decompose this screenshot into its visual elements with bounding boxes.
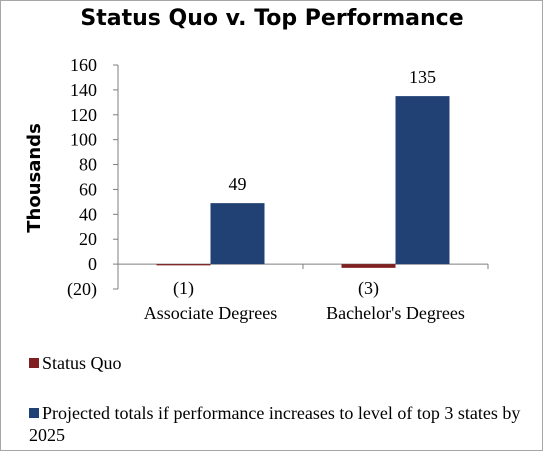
x-category-label: Associate Degrees	[144, 303, 277, 323]
data-label-status-quo: (1)	[173, 278, 194, 299]
legend-item-top-performance: Projected totals if performance increase…	[29, 402, 529, 446]
y-tick-label: 40	[79, 204, 97, 224]
legend-label-status-quo: Status Quo	[42, 353, 122, 373]
plot-area: (20) 0 20 40 60 80 100 120 140 160 (1) 49 Associate …	[67, 55, 489, 323]
data-label-top-performance: 49	[229, 174, 247, 194]
legend-label-top-performance: Projected totals if performance increase…	[29, 403, 521, 445]
y-tick-label: 20	[79, 229, 97, 249]
y-tick-label: (20)	[67, 279, 97, 300]
y-tick-label: 160	[70, 55, 97, 75]
legend-item-status-quo: Status Quo	[29, 352, 122, 374]
bar-top-performance	[210, 203, 265, 265]
legend-swatch-top-performance	[29, 408, 39, 418]
data-label-status-quo: (3)	[358, 278, 379, 299]
y-tick-label: 100	[70, 130, 97, 150]
bar-status-quo	[341, 264, 396, 268]
y-tick-label: 140	[70, 80, 97, 100]
legend-swatch-status-quo	[29, 358, 39, 368]
bar-top-performance	[395, 96, 450, 265]
y-tick-label: 60	[79, 179, 97, 199]
y-tick-label: 0	[88, 254, 97, 274]
bar-status-quo	[156, 264, 211, 266]
data-label-top-performance: 135	[409, 67, 436, 87]
y-tick-label: 120	[70, 105, 97, 125]
y-tick-label: 80	[79, 155, 97, 175]
chart-title: Status Quo v. Top Performance	[80, 6, 463, 31]
x-category-label: Bachelor's Degrees	[326, 303, 465, 323]
y-axis-label: Thousands	[24, 123, 45, 233]
